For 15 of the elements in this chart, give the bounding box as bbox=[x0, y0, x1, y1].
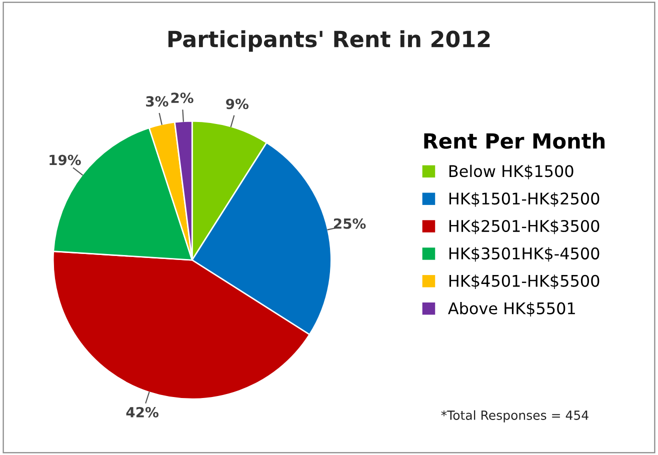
data-label: 9% bbox=[226, 98, 248, 110]
data-label: 42% bbox=[126, 406, 158, 418]
chart-title: Participants' Rent in 2012 bbox=[168, 30, 490, 52]
legend-label: HK$3501HK$-4500 bbox=[449, 247, 600, 262]
data-label: 25% bbox=[334, 218, 366, 229]
legend-label: Below HK$1500 bbox=[449, 164, 574, 180]
data-label: 3% bbox=[146, 96, 168, 107]
data-label: 2% bbox=[171, 92, 194, 104]
legend-title: Rent Per Month bbox=[424, 132, 605, 149]
legend-label: HK$2501-HK$3500 bbox=[449, 220, 600, 234]
text: *Total Responses = 454 bbox=[441, 410, 588, 422]
legend-label: HK$4501-HK$5500 bbox=[449, 274, 600, 290]
legend-label: Above HK$5501 bbox=[448, 302, 575, 316]
data-label: 19% bbox=[50, 154, 81, 166]
legend-label: HK$1501-HK$2500 bbox=[449, 192, 600, 207]
